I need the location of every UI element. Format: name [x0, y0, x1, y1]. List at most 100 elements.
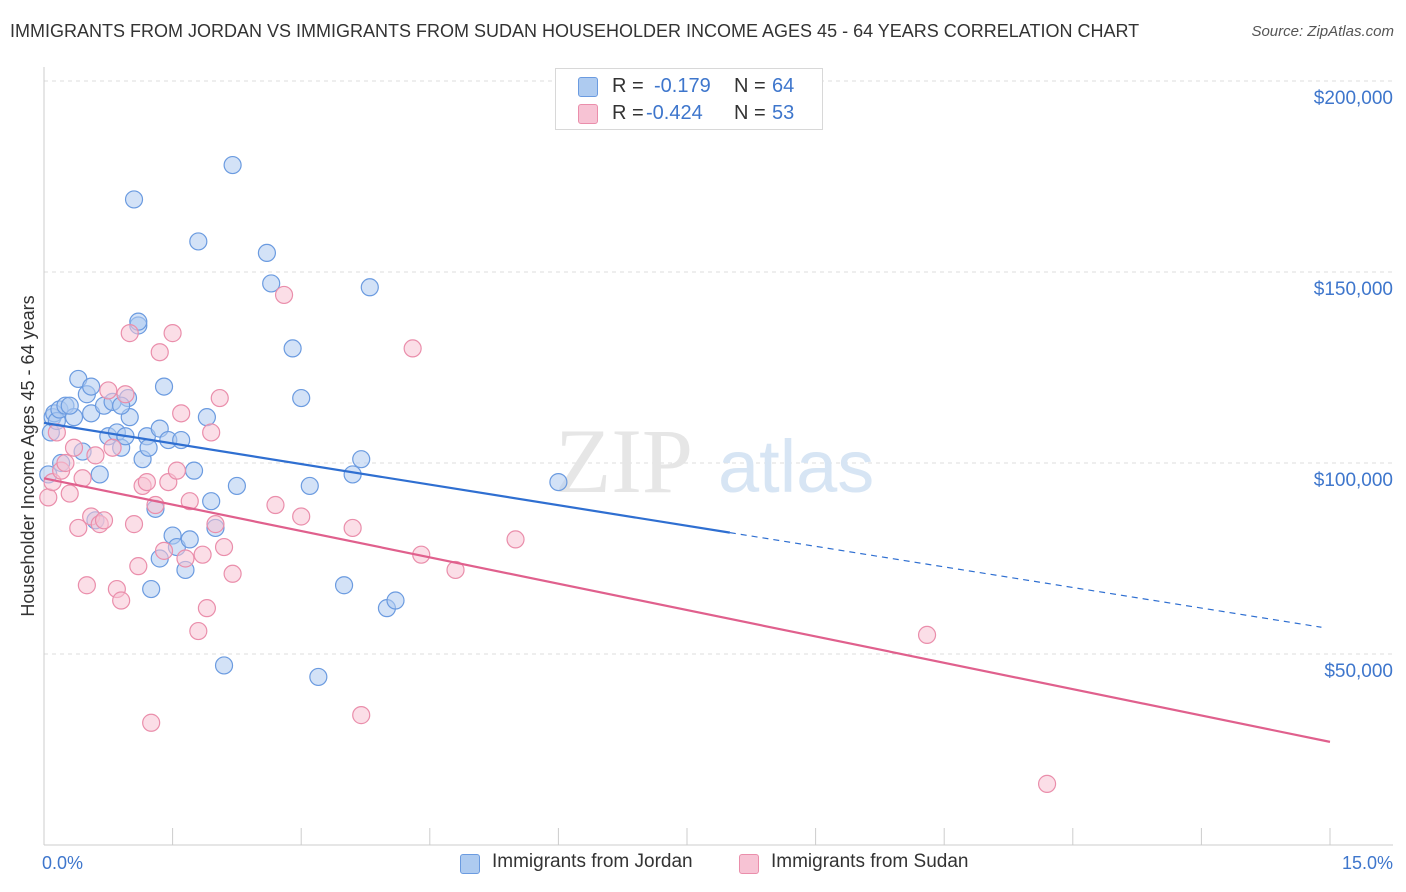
sudan-point — [352, 706, 371, 725]
sudan-point — [274, 285, 294, 305]
jordan-point — [197, 408, 216, 427]
legend-swatch-jordan — [578, 77, 598, 97]
legend-n-value-jordan: 64 — [772, 75, 795, 97]
sudan-point — [292, 507, 311, 526]
jordan-point — [142, 579, 161, 599]
sudan-point — [266, 495, 285, 515]
sudan-point — [129, 557, 148, 576]
sudan-point — [917, 625, 937, 645]
sudan-point — [403, 339, 422, 358]
jordan-point — [202, 492, 221, 511]
sudan-point — [202, 423, 221, 442]
sudan-point — [116, 385, 135, 404]
series-label-jordan: Immigrants from Jordan — [492, 851, 693, 872]
sudan-point — [64, 438, 84, 457]
jordan-point — [139, 438, 158, 457]
sudan-point — [176, 549, 195, 568]
sudan-point — [1037, 774, 1057, 793]
sudan-point — [193, 545, 212, 564]
x-tick-label-max: 15.0% — [1342, 853, 1393, 873]
y-tick-label: $200,000 — [1314, 88, 1393, 109]
jordan-point — [90, 465, 109, 484]
jordan-point — [309, 667, 328, 687]
points-layer — [39, 155, 1057, 793]
legend-swatch-sudan — [578, 104, 598, 124]
sudan-point — [206, 515, 225, 534]
legend-n-label: N = — [734, 102, 766, 124]
jordan-trend-line — [43, 421, 731, 534]
sudan-point — [39, 488, 58, 507]
source-credit: Source: ZipAtlas.com — [1251, 23, 1394, 40]
jordan-point — [60, 396, 79, 415]
x-tick-label-min: 0.0% — [42, 853, 83, 873]
sudan-point — [167, 461, 186, 480]
sudan-point — [197, 599, 216, 618]
jordan-point — [549, 473, 568, 492]
sudan-point — [180, 492, 199, 511]
jordan-point — [360, 278, 379, 297]
grid-layer — [44, 80, 1393, 655]
sudan-point — [56, 453, 75, 473]
jordan-point — [180, 530, 199, 549]
legend-r-label: R = — [612, 102, 644, 124]
jordan-point — [343, 465, 362, 484]
jordan-point — [300, 476, 319, 496]
sudan-point — [69, 518, 88, 538]
jordan-point — [292, 388, 311, 408]
trend-layer — [43, 421, 1331, 743]
legend-n-value-sudan: 53 — [772, 102, 795, 124]
jordan-point — [189, 232, 208, 251]
y-tick-label: $100,000 — [1314, 470, 1393, 491]
labels-layer: Householder Income Ages 45 - 64 years 0.… — [18, 88, 1393, 873]
sudan-point — [77, 576, 96, 595]
axis-layer — [43, 67, 1393, 846]
y-tick-label: $50,000 — [1324, 661, 1393, 682]
jordan-point — [257, 243, 277, 262]
series-label-sudan: Immigrants from Sudan — [771, 851, 969, 872]
sudan-point — [150, 343, 169, 362]
sudan-point — [99, 381, 118, 400]
jordan-point — [214, 656, 234, 675]
legend-r-label: R = — [612, 75, 644, 97]
jordan-point — [334, 576, 354, 595]
jordan-point — [124, 190, 144, 209]
jordan-trend-extension — [729, 532, 1322, 628]
series-swatch-sudan — [739, 854, 759, 874]
jordan-point — [227, 476, 246, 496]
sudan-point — [142, 713, 161, 732]
sudan-point — [189, 621, 208, 641]
jordan-point — [82, 377, 101, 396]
jordan-point — [223, 155, 242, 175]
jordan-point — [283, 339, 302, 358]
jordan-point — [386, 591, 405, 610]
sudan-point — [172, 404, 191, 423]
jordan-point — [154, 377, 174, 396]
series-swatch-jordan — [460, 854, 480, 874]
sudan-point — [137, 473, 156, 492]
jordan-point — [262, 274, 281, 293]
sudan-point — [124, 515, 144, 534]
y-tick-label: $150,000 — [1314, 279, 1393, 300]
legend-r-value-jordan: -0.179 — [654, 75, 711, 97]
sudan-point — [94, 511, 114, 530]
sudan-trend-line — [43, 477, 1331, 743]
sudan-point — [343, 518, 362, 538]
jordan-point — [184, 461, 204, 480]
sudan-point — [112, 591, 131, 610]
legend-r-value-sudan: -0.424 — [646, 102, 703, 124]
sudan-point — [60, 484, 79, 503]
sudan-point — [214, 537, 234, 557]
sudan-point — [446, 560, 465, 580]
sudan-point — [210, 388, 229, 408]
watermark-zip: ZIP — [555, 410, 693, 512]
chart-title: IMMIGRANTS FROM JORDAN VS IMMIGRANTS FRO… — [10, 21, 1140, 41]
watermark-atlas: atlas — [718, 425, 874, 508]
sudan-point — [86, 446, 105, 465]
sudan-point — [154, 541, 174, 560]
sudan-point — [163, 324, 182, 343]
sudan-point — [223, 564, 242, 583]
correlation-legend: R = -0.179 N = 64 R = -0.424 N = 53 — [555, 68, 823, 130]
jordan-point — [352, 450, 371, 469]
sudan-point — [120, 324, 139, 343]
